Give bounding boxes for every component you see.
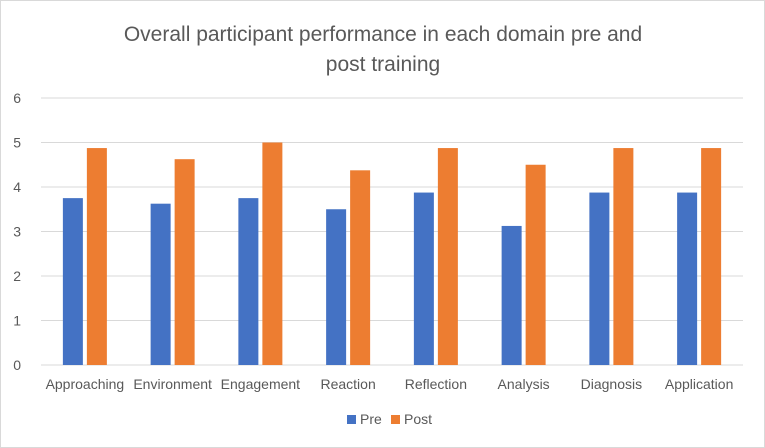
- y-tick-label: 1: [13, 313, 21, 329]
- bar-post-reflection: [437, 148, 458, 365]
- bar-post-engagement: [262, 142, 283, 365]
- bar-pre-diagnosis: [589, 192, 610, 365]
- bar-pre-environment: [150, 203, 171, 365]
- legend: Pre Post: [347, 411, 432, 427]
- x-tick-label: Engagement: [221, 376, 301, 392]
- x-axis-tick-labels: Approaching Environment Engagement Reaction…: [46, 376, 734, 392]
- x-tick-label: Environment: [133, 376, 212, 392]
- legend-label-pre: Pre: [360, 411, 382, 427]
- bar-post-approaching: [86, 148, 107, 365]
- bar-post-reaction: [350, 170, 371, 365]
- bar-post-environment: [174, 159, 195, 365]
- y-tick-label: 5: [13, 135, 21, 151]
- chart-title-line-2: post training: [326, 53, 440, 76]
- chart-title-line-1: Overall participant performance in each …: [124, 23, 642, 46]
- y-axis-tick-labels: 0 1 2 3 4 5 6: [13, 90, 21, 373]
- bar-post-application: [701, 148, 722, 365]
- bar-post-analysis: [525, 164, 546, 365]
- x-tick-label: Diagnosis: [581, 376, 642, 392]
- bar-post-diagnosis: [613, 148, 634, 365]
- y-tick-label: 2: [13, 268, 21, 284]
- bar-pre-engagement: [238, 198, 259, 365]
- x-tick-label: Approaching: [46, 376, 125, 392]
- x-tick-label: Analysis: [498, 376, 550, 392]
- legend-swatch-post: [391, 415, 400, 424]
- legend-swatch-pre: [347, 415, 356, 424]
- bar-pre-approaching: [62, 198, 83, 365]
- y-tick-label: 6: [13, 90, 21, 106]
- y-tick-label: 3: [13, 224, 21, 240]
- x-tick-label: Application: [665, 376, 734, 392]
- gridlines: [41, 97, 743, 366]
- y-tick-label: 0: [13, 357, 21, 373]
- bar-pre-application: [677, 192, 698, 365]
- bars: [62, 142, 722, 365]
- bar-pre-reaction: [326, 209, 347, 365]
- bar-pre-analysis: [501, 225, 522, 365]
- x-tick-label: Reflection: [405, 376, 467, 392]
- bar-pre-reflection: [413, 192, 434, 365]
- legend-label-post: Post: [404, 411, 432, 427]
- y-tick-label: 4: [13, 179, 21, 195]
- x-tick-label: Reaction: [320, 376, 375, 392]
